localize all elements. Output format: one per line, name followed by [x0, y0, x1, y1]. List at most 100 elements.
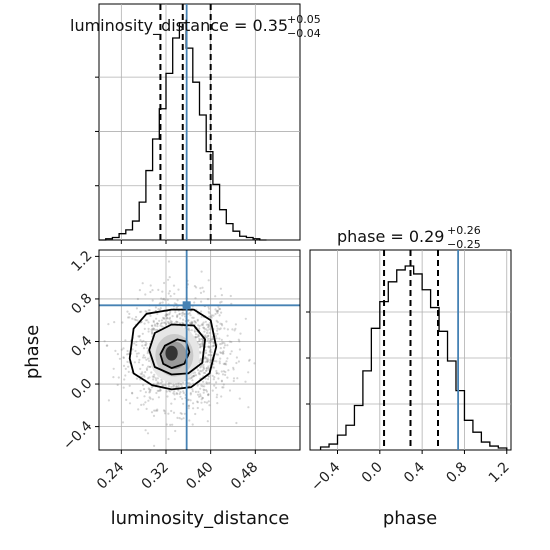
scatter-point [196, 393, 200, 396]
scatter-point [200, 401, 203, 404]
scatter-point [173, 302, 176, 305]
scatter-point [167, 313, 170, 316]
scatter-point [150, 371, 153, 374]
scatter-point [177, 288, 180, 291]
scatter-point [167, 260, 171, 263]
scatter-point [163, 281, 166, 285]
scatter-point [215, 396, 218, 399]
scatter-y-tick-label: 0.4 [68, 333, 95, 360]
scatter-point [172, 411, 176, 414]
luminosity-distance-histogram-panel: luminosity_distance = 0.35 +0.05 −0.04 [70, 3, 321, 244]
scatter-point [216, 327, 219, 330]
scatter-point [196, 384, 199, 387]
scatter-point [207, 400, 210, 403]
scatter-point [146, 432, 150, 435]
scatter-point [145, 407, 148, 410]
scatter-point [207, 345, 210, 348]
scatter-point [194, 335, 197, 339]
scatter-point [232, 368, 235, 371]
scatter-point [182, 318, 185, 321]
scatter-point [207, 378, 210, 381]
scatter-point [191, 390, 194, 393]
scatter-point [227, 369, 230, 372]
scatter-point [226, 328, 229, 331]
scatter-point [147, 377, 150, 380]
scatter-point [142, 374, 145, 377]
scatter-point [107, 399, 110, 402]
scatter-point [212, 344, 215, 347]
scatter-point [203, 355, 207, 358]
scatter-point [225, 320, 228, 323]
scatter-point [205, 369, 208, 372]
scatter-point [220, 380, 223, 383]
scatter-point [158, 319, 161, 322]
scatter-point [205, 358, 208, 361]
scatter-point [138, 358, 141, 361]
scatter-point [135, 352, 138, 355]
scatter-point [223, 363, 226, 366]
scatter-point [148, 376, 151, 379]
scatter-point [208, 341, 211, 344]
scatter-point [191, 316, 194, 319]
scatter-point [149, 397, 152, 400]
scatter-point [200, 270, 203, 273]
scatter-point [149, 388, 152, 392]
scatter-point [207, 334, 210, 337]
scatter-point [218, 314, 221, 317]
scatter-point [150, 328, 153, 331]
scatter-point [148, 396, 151, 399]
phase-x-tick-label: 0.0 [359, 459, 386, 486]
scatter-point [207, 394, 210, 397]
scatter-point [168, 312, 171, 315]
scatter-point [131, 317, 134, 320]
scatter-point [180, 382, 183, 385]
scatter-point [212, 341, 215, 344]
truth-marker [182, 301, 191, 310]
scatter-point [217, 372, 220, 375]
scatter-point [155, 379, 158, 382]
scatter-point [220, 311, 223, 314]
phase-title: phase = 0.29 [337, 227, 444, 246]
scatter-point [140, 310, 143, 313]
scatter-point [226, 376, 229, 379]
scatter-point [167, 382, 170, 385]
scatter-point [165, 390, 168, 393]
scatter-point [135, 355, 138, 358]
scatter-point [155, 391, 158, 395]
scatter-point [202, 371, 205, 374]
scatter-point [182, 381, 185, 384]
scatter-y-tick-label: 0.0 [68, 376, 95, 403]
scatter-point [202, 380, 205, 383]
scatter-point [142, 339, 145, 343]
scatter-point [156, 381, 159, 384]
scatter-point [209, 348, 212, 351]
scatter-point [151, 324, 154, 327]
scatter-x-tick-label: 0.32 [139, 459, 172, 492]
scatter-point [128, 316, 131, 319]
scatter-point [199, 350, 202, 353]
scatter-point [107, 323, 110, 326]
scatter-point [214, 308, 217, 311]
scatter-point [161, 301, 164, 304]
scatter-point [219, 343, 222, 346]
scatter-point [193, 371, 197, 374]
scatter-point [138, 334, 141, 338]
scatter-point [228, 340, 231, 343]
scatter-point [208, 404, 211, 407]
scatter-point [221, 352, 224, 355]
scatter-point [188, 382, 191, 385]
scatter-point [206, 339, 209, 342]
scatter-point [143, 387, 146, 391]
scatter-point [170, 320, 173, 323]
scatter-point [214, 312, 217, 316]
scatter-point [202, 326, 206, 329]
scatter-point [223, 346, 226, 349]
scatter-point [116, 353, 119, 356]
scatter-point [156, 322, 159, 325]
scatter-point [187, 327, 190, 330]
scatter-x-tick-label: 0.24 [94, 459, 127, 492]
scatter-point [179, 383, 182, 386]
scatter-point [206, 420, 209, 423]
scatter-point [207, 337, 210, 340]
